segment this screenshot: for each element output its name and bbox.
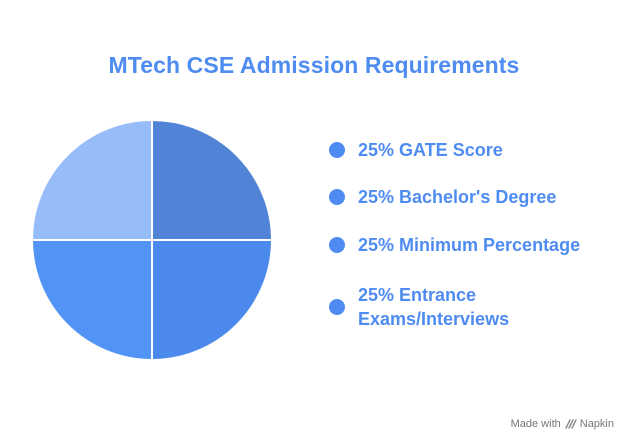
- pie-slices: [30, 118, 274, 362]
- pie-slice-1: [151, 118, 274, 241]
- legend-label: 25% Minimum Percentage: [358, 235, 581, 255]
- legend-marker: [329, 299, 345, 315]
- legend-label: 25% Bachelor's Degree: [358, 187, 557, 207]
- pie-slice-4: [30, 118, 153, 241]
- legend-marker: [329, 189, 345, 205]
- made-with-text: Made with: [510, 418, 561, 430]
- footer-attribution: Made with Napkin: [511, 418, 614, 430]
- napkin-logo-icon: [565, 419, 577, 429]
- legend-label: 25% GATE Score: [358, 140, 503, 160]
- legend-label: 25% Entrance Exams/Interviews: [358, 285, 510, 329]
- pie-slice-3: [30, 239, 153, 362]
- brand: Napkin: [565, 418, 614, 430]
- legend-marker: [329, 237, 345, 253]
- chart-title: MTech CSE Admission Requirements: [108, 52, 520, 78]
- brand-name: Napkin: [579, 418, 614, 430]
- legend-marker: [329, 142, 345, 158]
- pie-slice-2: [151, 239, 274, 362]
